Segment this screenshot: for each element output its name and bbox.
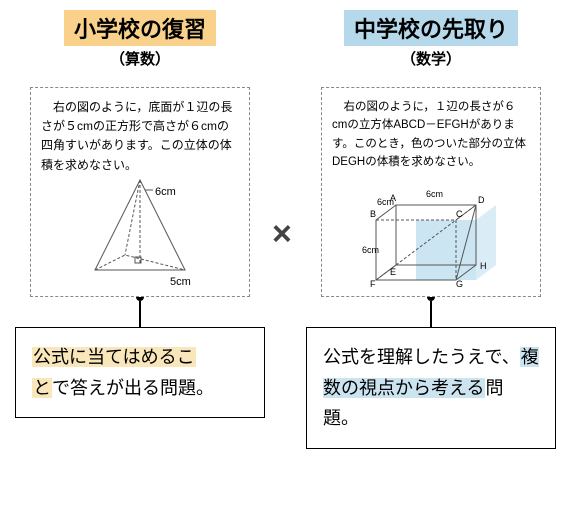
svg-text:B: B [370, 209, 376, 219]
left-explain-hl1: 公式に当てはめるこ [32, 347, 196, 367]
svg-text:C: C [456, 209, 463, 219]
svg-text:6cm: 6cm [362, 245, 379, 255]
left-explain-plain: で答えが出る問題。 [52, 378, 214, 398]
left-explain-hl1b: と [32, 378, 52, 398]
left-title: 小学校の復習 [64, 10, 216, 46]
cube-figure: A B C D E F G H 6cm 6cm 6cm [356, 175, 506, 290]
right-explain-box: 公式を理解したうえで、複数の視点から考える問題。 [306, 327, 556, 449]
pyramid-base-label: 5cm [170, 276, 191, 288]
right-column: 中学校の先取り （数学） 右の図のように，１辺の長さが６cmの立方体ABCD－E… [306, 10, 556, 449]
left-subtitle: （算数） [110, 48, 170, 69]
svg-text:6cm: 6cm [426, 189, 443, 199]
right-title: 中学校の先取り [344, 10, 518, 46]
pyramid-height-label: 6cm [155, 186, 176, 198]
right-explain-plain1: 公式を理解したうえで、 [323, 347, 520, 367]
pyramid-figure: 6cm 5cm [75, 175, 205, 290]
left-explain-box: 公式に当てはめるこ とで答えが出る問題。 [15, 327, 265, 418]
multiply-icon: × [272, 215, 292, 254]
right-problem-text: 右の図のように，１辺の長さが６cmの立方体ABCD－EFGHがあります。このとき… [332, 98, 530, 172]
svg-text:H: H [480, 261, 487, 271]
left-connector-line [139, 301, 141, 327]
svg-text:6cm: 6cm [377, 197, 394, 207]
right-connector-line [430, 301, 432, 327]
svg-text:G: G [456, 279, 463, 289]
left-column: 小学校の復習 （算数） 右の図のように，底面が１辺の長さが５cmの正方形で高さが… [15, 10, 265, 449]
svg-text:D: D [478, 195, 485, 205]
left-problem-text: 右の図のように，底面が１辺の長さが５cmの正方形で高さが６cmの四角すいがありま… [41, 98, 239, 175]
svg-text:E: E [390, 267, 396, 277]
left-problem-box: 右の図のように，底面が１辺の長さが５cmの正方形で高さが６cmの四角すいがありま… [30, 87, 250, 297]
right-problem-box: 右の図のように，１辺の長さが６cmの立方体ABCD－EFGHがあります。このとき… [321, 87, 541, 297]
svg-text:F: F [370, 279, 376, 289]
right-subtitle: （数学） [401, 48, 461, 69]
